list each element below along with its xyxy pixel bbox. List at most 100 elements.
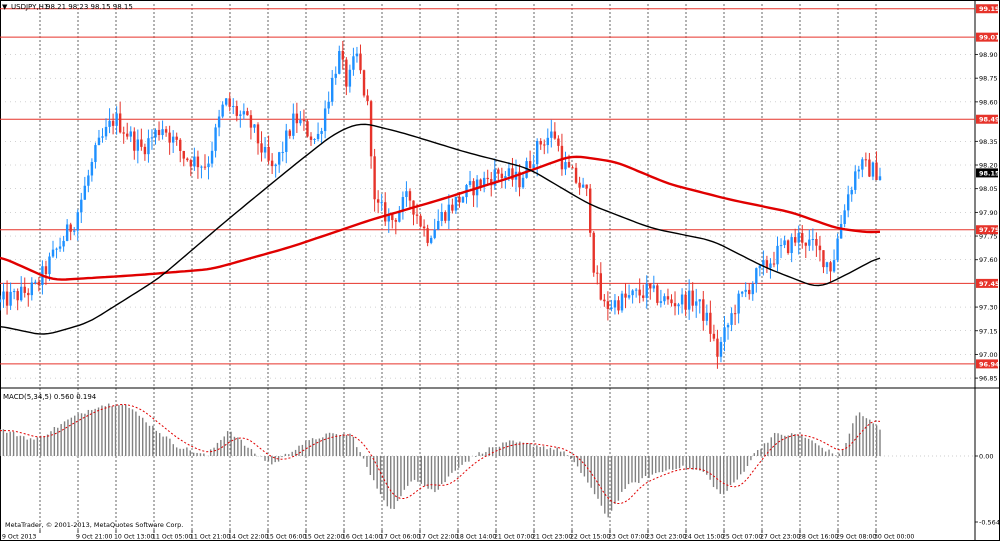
candle-body [762, 260, 765, 266]
price-tick-label: 98.90 [979, 51, 998, 59]
candle-body [260, 143, 263, 153]
ohlc-readout: 98.21 98.23 98.15 98.15 [46, 3, 133, 11]
candle-body [624, 293, 627, 298]
candle-body [663, 296, 666, 302]
candle-body [327, 101, 330, 109]
candle-body [320, 131, 323, 134]
candle-body [285, 130, 288, 152]
candle-body [101, 136, 104, 138]
candle-body [143, 146, 147, 155]
candle-body [433, 229, 436, 238]
candle-body [804, 242, 807, 246]
time-tick-label: 11 Oct 05:00 [152, 534, 192, 541]
candle-body [839, 223, 843, 239]
price-tick-label: 97.90 [979, 209, 998, 217]
candle-body [723, 327, 726, 342]
candle-body [793, 237, 797, 243]
candle-body [73, 230, 76, 232]
title-arrow-icon[interactable]: ▼ [2, 3, 8, 11]
candle-body [808, 239, 811, 246]
candle-body [578, 182, 581, 188]
time-tick-label: 11 Oct 21:00 [190, 534, 230, 541]
level-price-label: 97.45 [979, 280, 1000, 288]
candle-body [829, 262, 832, 272]
candle-body [270, 160, 274, 167]
candle-body [334, 73, 337, 78]
candle-body [179, 139, 182, 151]
candle-body [246, 111, 249, 116]
candle-body [691, 290, 694, 306]
candle-body [62, 240, 65, 247]
candle-body [673, 303, 677, 307]
candle-body [306, 121, 309, 137]
candle-body [500, 173, 504, 179]
candle-body [150, 137, 154, 139]
time-tick-label: 29 Oct 08:00 [836, 534, 876, 541]
candle-body [486, 177, 489, 180]
candle-body [627, 295, 631, 298]
candle-body [716, 338, 719, 357]
candle-body [316, 133, 320, 139]
price-tick-label: 97.60 [979, 256, 998, 264]
candle-body [447, 204, 451, 221]
candle-body [23, 286, 26, 293]
candle-body [748, 289, 751, 295]
candle-body [352, 56, 355, 70]
level-price-label: 96.94 [979, 360, 1000, 368]
time-tick-label: 14 Oct 22:00 [228, 534, 268, 541]
candle-body [684, 294, 687, 310]
candle-body [235, 106, 238, 116]
candle-body [359, 53, 362, 71]
candle-body [429, 237, 433, 243]
candle-body [659, 301, 663, 303]
candle-body [69, 224, 72, 232]
candle-body [341, 51, 345, 60]
candle-body [620, 293, 624, 311]
candle-body [171, 136, 175, 143]
candle-body [387, 214, 390, 222]
candle-body [528, 161, 532, 168]
candle-body [55, 248, 58, 250]
candle-body [154, 129, 157, 138]
candle-body [596, 272, 599, 274]
candle-body [302, 119, 306, 122]
price-tick-label: 98.60 [979, 98, 998, 106]
candle-body [493, 169, 496, 186]
candle-body [331, 77, 334, 102]
time-tick-label: 15 Oct 06:00 [266, 534, 306, 541]
candle-body [557, 138, 560, 146]
candle-body [868, 159, 871, 177]
candle-body [461, 197, 465, 203]
candle-body [345, 59, 348, 87]
macd-label: MACD(5,34,5) 0.560 0.194 [3, 393, 97, 401]
horizontal-levels[interactable] [0, 8, 975, 365]
level-price-label: 99.01 [979, 34, 1000, 42]
candle-body [670, 299, 673, 304]
candle-body [458, 196, 461, 203]
candle-body [87, 175, 90, 186]
candle-body [525, 161, 528, 178]
candle-body [850, 189, 853, 195]
level-price-tag [976, 278, 998, 288]
candle-body [277, 152, 281, 165]
candle-body [408, 191, 412, 201]
candle-body [2, 291, 5, 300]
candle-body [376, 199, 380, 203]
candle-body [645, 283, 648, 298]
candle-body [405, 191, 408, 198]
candle-body [454, 196, 458, 211]
macd-indicator [0, 403, 975, 518]
time-tick-label: 23 Oct 23:00 [646, 534, 686, 541]
candle-body [497, 169, 500, 174]
time-tick-label: 21 Oct 23:00 [532, 534, 572, 541]
level-price-tag [976, 32, 998, 42]
candle-body [504, 176, 507, 179]
candle-body [811, 239, 815, 241]
price-tick-label: 98.20 [979, 162, 998, 170]
candle-body [323, 108, 327, 132]
current-price-tag [976, 168, 998, 178]
candle-body [490, 179, 493, 186]
candle-body [189, 160, 193, 167]
